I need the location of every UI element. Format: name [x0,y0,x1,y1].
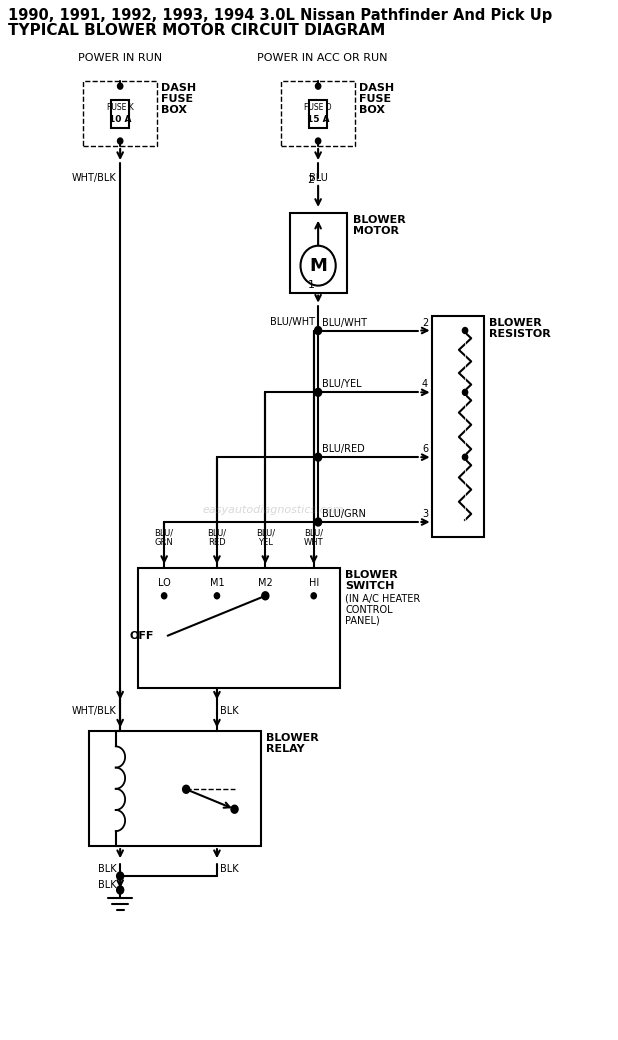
Text: TYPICAL BLOWER MOTOR CIRCUIT DIAGRAM: TYPICAL BLOWER MOTOR CIRCUIT DIAGRAM [9,23,386,38]
Text: YEL: YEL [258,538,273,547]
Bar [138,568,340,687]
Text: 6: 6 [422,444,428,454]
Text: BLOWER: BLOWER [345,570,398,580]
Text: WHT/BLK: WHT/BLK [72,705,117,716]
Text: FUSE D: FUSE D [304,103,332,111]
Circle shape [315,388,321,396]
Circle shape [231,805,238,813]
Text: BOX: BOX [358,105,384,115]
Text: DASH: DASH [161,83,196,94]
Bar [111,100,129,128]
Text: 4: 4 [422,380,428,389]
Circle shape [315,138,321,144]
Circle shape [311,593,316,599]
Text: RED: RED [208,538,226,547]
Text: BLOWER: BLOWER [353,215,406,225]
Text: GRN: GRN [154,538,174,547]
Text: 15 A: 15 A [307,114,329,124]
Text: RELAY: RELAY [266,745,305,754]
Circle shape [315,327,321,335]
Bar [310,100,327,128]
Text: easyautodiagnostics.com: easyautodiagnostics.com [203,505,344,515]
Text: 2: 2 [308,175,315,185]
Circle shape [300,245,336,286]
Text: POWER IN RUN: POWER IN RUN [78,53,163,63]
Circle shape [161,593,167,599]
Text: BLU/: BLU/ [154,529,174,538]
Circle shape [315,518,321,526]
Text: RESISTOR: RESISTOR [489,329,551,338]
Text: FUSE: FUSE [161,95,193,104]
Text: BLOWER: BLOWER [489,317,541,328]
Text: LO: LO [158,578,171,588]
Text: BLU/WHT: BLU/WHT [269,316,315,327]
Circle shape [315,83,321,89]
Text: BLK: BLK [98,880,117,890]
Bar [290,213,347,292]
Text: DASH: DASH [358,83,394,94]
Text: FUSE K: FUSE K [107,103,133,111]
Text: BLOWER: BLOWER [266,733,319,744]
Circle shape [183,785,190,794]
Circle shape [117,886,124,894]
Text: CONTROL: CONTROL [345,605,393,615]
Text: POWER IN ACC OR RUN: POWER IN ACC OR RUN [257,53,387,63]
Text: 1990, 1991, 1992, 1993, 1994 3.0L Nissan Pathfinder And Pick Up: 1990, 1991, 1992, 1993, 1994 3.0L Nissan… [9,8,552,23]
Circle shape [263,593,268,599]
Text: OFF: OFF [130,630,154,641]
Text: BLU/YEL: BLU/YEL [321,380,362,389]
Text: BLU/GRN: BLU/GRN [321,509,365,519]
Text: BLU/: BLU/ [304,529,323,538]
Text: BOX: BOX [161,105,187,115]
Text: FUSE: FUSE [358,95,391,104]
Text: BLU/RED: BLU/RED [321,444,365,454]
Text: BLK: BLK [221,705,239,716]
Text: PANEL): PANEL) [345,616,380,626]
Text: BLU/WHT: BLU/WHT [321,317,366,328]
Text: HI: HI [308,578,319,588]
Circle shape [462,328,468,334]
Circle shape [117,873,124,880]
Text: BLK: BLK [98,864,117,874]
Text: M1: M1 [210,578,224,588]
Text: BLK: BLK [221,864,239,874]
Text: BLU: BLU [308,173,328,183]
Text: SWITCH: SWITCH [345,580,395,591]
Bar [433,315,483,537]
Text: M: M [309,257,327,275]
Text: WHT: WHT [304,538,324,547]
Bar [90,731,261,847]
Bar [83,81,157,146]
Circle shape [462,389,468,395]
Circle shape [117,83,123,89]
Text: BLU/: BLU/ [208,529,227,538]
Text: M2: M2 [258,578,273,588]
Text: 1: 1 [308,280,315,289]
Circle shape [315,453,321,461]
Text: BLU/: BLU/ [256,529,275,538]
Text: WHT/BLK: WHT/BLK [72,173,117,183]
Circle shape [262,592,269,600]
Text: 3: 3 [422,509,428,519]
Circle shape [214,593,219,599]
Text: 10 A: 10 A [109,114,132,124]
Text: (IN A/C HEATER: (IN A/C HEATER [345,594,421,604]
Text: 2: 2 [422,317,428,328]
Text: MOTOR: MOTOR [353,226,399,236]
Bar [281,81,355,146]
Circle shape [117,138,123,144]
Circle shape [462,454,468,460]
